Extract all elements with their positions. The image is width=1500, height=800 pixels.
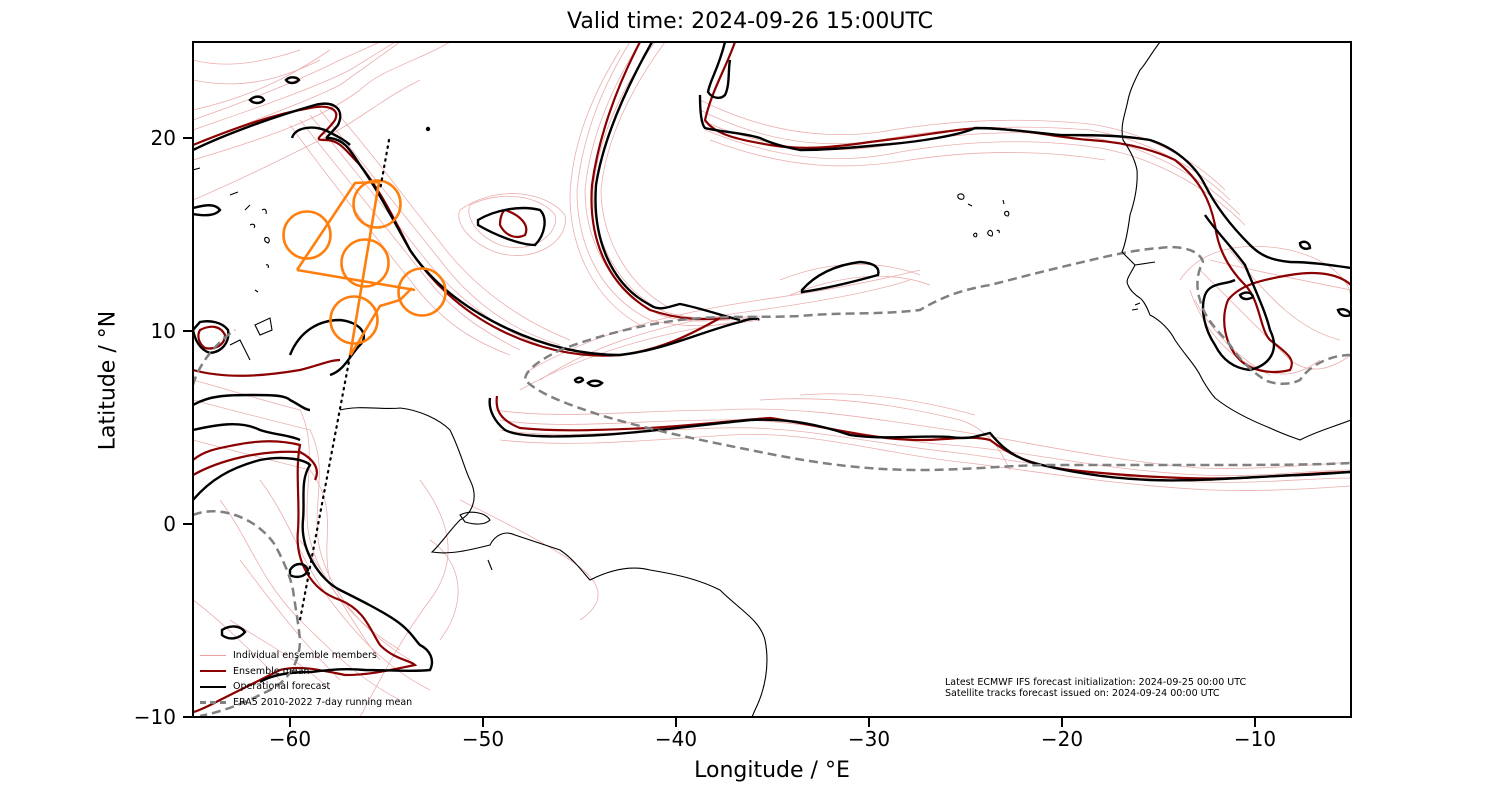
y-tick-label: 0 [163, 512, 176, 536]
marker-dot [425, 126, 431, 132]
coastlines [193, 42, 1351, 717]
axis-ticks [183, 137, 1256, 727]
y-tick-label: 10 [150, 319, 176, 343]
legend-swatch-line-icon [200, 685, 226, 688]
legend-item-era5-climatology: ERA5 2010-2022 7-day running mean [200, 695, 412, 711]
legend: Individual ensemble members Ensemble mea… [200, 648, 412, 710]
x-tick-label: −30 [847, 727, 891, 751]
ensemble-mean-contours [193, 42, 1351, 714]
y-tick-label: −10 [133, 705, 176, 729]
forecast-info-annotation: Latest ECMWF IFS forecast initialization… [945, 677, 1246, 699]
legend-item-ensemble-members: Individual ensemble members [200, 648, 412, 664]
era5-climatology-contours [193, 245, 1351, 717]
y-axis-label: Latitude / °N [95, 310, 121, 451]
x-tick-label: −60 [268, 727, 312, 751]
legend-swatch-line-icon [200, 670, 226, 673]
x-axis-label: Longitude / °E [694, 758, 850, 783]
satellite-tracks [282, 179, 447, 357]
legend-item-operational-forecast: Operational forecast [200, 679, 412, 695]
satellite-ground-track [298, 138, 391, 622]
x-tick-label: −20 [1040, 727, 1084, 751]
figure-title: Valid time: 2024-09-26 15:00UTC [567, 9, 933, 34]
x-tick-label: −10 [1233, 727, 1277, 751]
forecast-init-text: Latest ECMWF IFS forecast initialization… [945, 677, 1247, 688]
x-tick-label: −40 [654, 727, 698, 751]
satellite-issue-text: Satellite tracks forecast issued on: 202… [945, 688, 1220, 699]
y-tick-label: 20 [150, 126, 176, 150]
x-tick-label: −50 [461, 727, 505, 751]
axes-frame [192, 41, 1352, 718]
legend-swatch-dashed-line-icon [200, 700, 226, 704]
legend-item-ensemble-mean: Ensemble mean [200, 664, 412, 680]
legend-swatch-thin-line-icon [200, 655, 226, 657]
